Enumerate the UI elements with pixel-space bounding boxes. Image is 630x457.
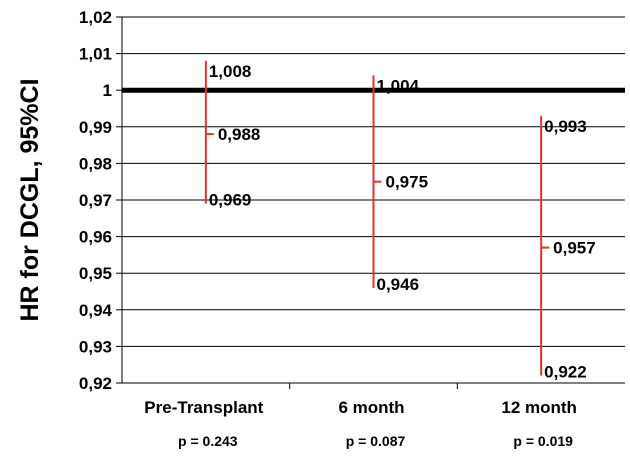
y-axis-label: HR for DCGL, 95%CI <box>16 78 44 321</box>
lower-label: 0,969 <box>209 191 252 210</box>
lower-label: 0,922 <box>544 363 587 382</box>
y-tick-label: 0,95 <box>79 264 112 283</box>
upper-label: 0,993 <box>544 117 587 136</box>
confidence-intervals: 1,008 0,988 0,969 1,004 0,975 0,946 0,993 0,957… <box>204 60 596 382</box>
estimate-label: 0,957 <box>553 239 596 258</box>
y-tick-label: 1,01 <box>79 45 112 64</box>
upper-label: 1,004 <box>377 77 420 96</box>
upper-label: 1,008 <box>209 62 252 81</box>
y-tick-label: 1,02 <box>79 8 112 27</box>
y-tick-labels: 0,92 0,93 0,94 0,95 0,96 0,97 0,98 0,99 1 1,01 1,0… <box>79 8 113 393</box>
x-category-labels: Pre-Transplant p = 0.243 6 month p = 0.087 1… <box>144 398 577 449</box>
x-category-label: 12 month <box>501 398 577 417</box>
axes <box>116 16 625 389</box>
y-tick-label: 0,94 <box>79 301 113 320</box>
y-tick-label: 0,92 <box>79 374 112 393</box>
y-tick-label: 0,98 <box>79 154 112 173</box>
y-tick-label: 1 <box>103 81 112 100</box>
estimate-label: 0,975 <box>386 173 429 192</box>
p-value-label: p = 0.087 <box>346 433 406 449</box>
y-tick-label: 0,93 <box>79 337 112 356</box>
x-category-label: Pre-Transplant <box>144 398 263 417</box>
p-value-label: p = 0.019 <box>513 433 573 449</box>
y-tick-label: 0,99 <box>79 118 112 137</box>
p-value-label: p = 0.243 <box>178 433 238 449</box>
x-category-label: 6 month <box>338 398 404 417</box>
y-tick-label: 0,96 <box>79 228 112 247</box>
y-tick-label: 0,97 <box>79 191 112 210</box>
lower-label: 0,946 <box>377 275 420 294</box>
estimate-label: 0,988 <box>218 125 261 144</box>
